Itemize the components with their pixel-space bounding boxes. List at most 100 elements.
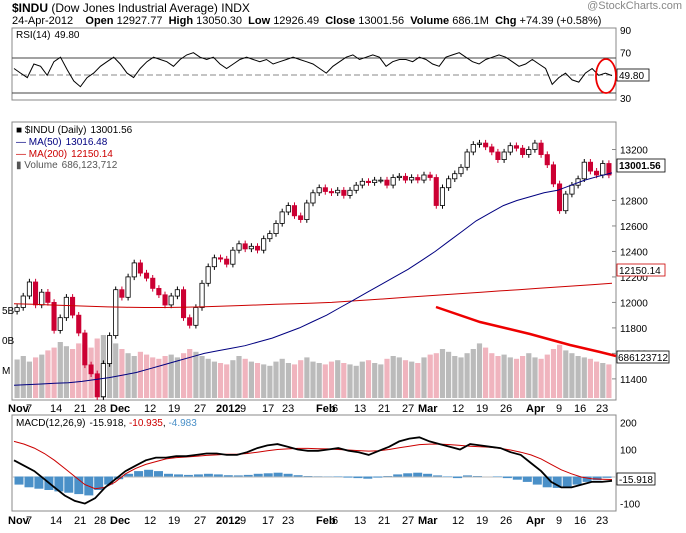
candle-up [174,289,180,297]
x-axis-label: 13 [354,403,366,415]
volume-bar [76,343,82,398]
candle-up [193,307,199,326]
vol-axis-m: M [2,366,10,377]
candle-up [476,142,482,145]
candle-up [353,184,359,191]
annotation-volume-line [435,305,617,358]
volume-bar [495,356,501,398]
volume-bar [267,365,273,398]
candle-down [415,177,421,181]
macd-histogram-bar [602,476,612,478]
volume-bar [279,358,285,398]
macd-histogram-bar [333,476,343,477]
volume-bar [57,342,63,398]
candle-up [279,211,285,224]
candle-down [242,243,248,250]
volume-bar [131,356,137,398]
quote-date: 24-Apr-2012 [12,15,74,27]
candle-up [236,243,242,251]
x-axis-label: Mar [418,515,438,527]
ma200-line [13,282,613,308]
macd-histogram-bar [144,469,154,477]
macd-signal-line [13,440,613,490]
macd-histogram-bar [253,473,263,477]
x-axis-label: 6 [332,515,338,527]
macd-tick-label: 200 [620,418,637,429]
volume-bar [452,356,458,398]
price-tick-label: 12600 [620,222,648,233]
macd-histogram-bar [492,476,502,477]
x-axis-label: 27 [194,403,206,415]
volume-bar [335,360,341,398]
candle-up [205,266,211,284]
vol-axis-0b: 0B [2,336,15,347]
volume-bar [113,343,119,398]
volume-bar [224,364,230,398]
candle-down [550,164,556,185]
macd-histogram-bar [353,476,363,479]
candle-up [347,189,353,196]
x-axis-label: 17 [262,403,274,415]
macd-line [13,436,613,505]
macd-histogram-bar [183,474,193,477]
candle-up [310,192,316,204]
candle-up [581,161,587,180]
candle-down [538,142,544,156]
volume-bar [606,364,612,398]
open-label: Open [85,15,114,27]
x-axis-label: Dec [110,515,130,527]
x-axis-label: 14 [50,515,62,527]
candle-up [396,175,402,179]
volume-bar [538,358,544,398]
candle-up [359,180,365,186]
price-tick-label: 12000 [620,298,648,309]
macd-histogram-bar [303,476,313,477]
macd-legend-value-1: -15.918 [89,418,123,429]
watermark: @StockCharts.com [587,0,682,12]
candle-up [600,163,606,176]
x-axis-label: Mar [418,403,438,415]
volume-bar [150,357,156,398]
x-axis-label: 9 [240,403,246,415]
x-axis-label: 26 [500,403,512,415]
macd-histogram-bar [273,472,283,477]
candle-up [507,145,513,153]
macd-histogram-bar [403,473,413,477]
candle-up [316,187,322,194]
candle-up [125,276,131,298]
macd-histogram-bar [552,476,562,488]
rsi-panel: RSI(14)49.80 90705030 49.80 [11,26,650,105]
x-axis-label: 19 [168,515,180,527]
candle-up [57,317,63,331]
x-axis-label: 7 [26,403,32,415]
price-legend-1: ■ $INDU (Daily) 13001.56 [16,125,133,136]
candle-down [291,205,297,217]
rsi-tick-label: 30 [620,94,632,105]
candle-down [520,147,526,155]
x-axis-label: Dec [110,403,130,415]
volume-bar [94,338,100,398]
volume-bar [168,354,174,398]
x-axis-label: 9 [240,515,246,527]
volume-bar [409,361,415,398]
rsi-tick-label: 70 [620,49,632,60]
candle-down [606,163,612,176]
candle-up [439,187,445,206]
volume-label: Volume [410,15,450,27]
macd-histogram-bar [582,476,592,482]
macd-histogram-bar [373,476,383,478]
volume-bar [415,363,421,398]
macd-histogram-bar [233,475,243,477]
macd-last-value: -15.918 [619,475,653,486]
macd-histogram-bar [164,473,173,477]
volume-bar [125,353,131,398]
volume-bar [544,354,550,398]
volume-bar [156,358,162,398]
volume-bar [464,353,470,398]
volume-bar [193,351,199,398]
volume-bar [470,349,476,398]
candle-down [365,180,371,184]
volume-bar [550,349,557,398]
close-label: Close [325,15,356,27]
candle-down [557,183,563,212]
